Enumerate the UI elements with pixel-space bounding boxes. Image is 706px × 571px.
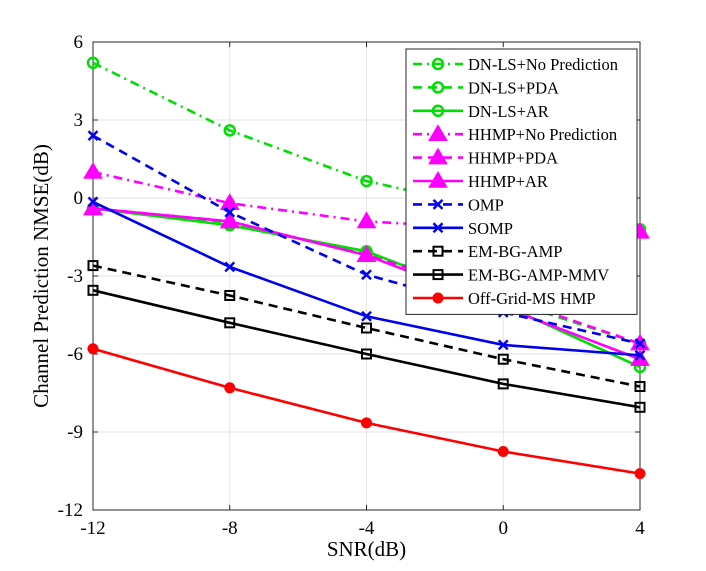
data-point-off-grid-ms-hmp	[224, 382, 236, 394]
series-line-em-bg-amp	[92, 264, 641, 388]
data-point-hhmp-no-prediction	[83, 162, 103, 179]
legend-label-dn-ls-ar: DN-LS+AR	[468, 102, 549, 121]
data-point-hhmp-ar	[83, 198, 103, 216]
legend-marker-off-grid-ms-hmp	[432, 292, 444, 304]
legend-label-hhmp-ar: HHMP+AR	[468, 172, 548, 191]
data-point-omp	[87, 130, 99, 141]
y-tick-label: 6	[74, 32, 84, 53]
x-tick-label: 0	[499, 518, 509, 539]
data-point-hhmp-ar	[630, 349, 650, 366]
data-point-hhmp-ar	[356, 245, 377, 262]
y-tick-label: 0	[74, 188, 84, 209]
y-tick-label: -3	[67, 266, 83, 287]
data-point-somp	[87, 196, 99, 208]
data-point-em-bg-amp-mmv	[497, 378, 509, 390]
series-line-em-bg-amp-mmv	[92, 289, 641, 409]
legend-marker-hhmp-no-prediction	[428, 124, 448, 141]
data-point-omp	[224, 206, 236, 218]
data-point-somp	[497, 339, 509, 351]
data-point-dn-ls-no-prediction	[360, 174, 373, 188]
data-point-em-bg-amp-mmv	[87, 284, 99, 296]
data-point-somp	[361, 310, 372, 322]
data-point-off-grid-ms-hmp	[361, 417, 372, 429]
data-point-hhmp-no-prediction	[219, 193, 240, 210]
data-point-hhmp-ar	[219, 211, 240, 229]
legend-marker-em-bg-amp	[432, 245, 444, 257]
data-point-em-bg-amp	[634, 381, 646, 392]
legend-label-dn-ls-no-prediction: DN-LS+No Prediction	[468, 55, 618, 74]
data-point-em-bg-amp	[497, 353, 509, 365]
y-tick-label: -6	[67, 344, 83, 365]
data-point-em-bg-amp	[361, 322, 372, 334]
data-point-em-bg-amp	[87, 260, 99, 272]
legend-label-em-bg-amp-mmv: EM-BG-AMP-MMV	[468, 266, 609, 285]
x-tick-label: -4	[359, 518, 375, 539]
legend-marker-dn-ls-ar	[431, 104, 445, 118]
data-point-em-bg-amp	[224, 290, 236, 301]
legend-marker-hhmp-ar	[428, 171, 448, 188]
x-tick-label: -8	[222, 518, 238, 539]
legend-marker-dn-ls-no-prediction	[431, 57, 445, 71]
data-point-somp	[224, 261, 236, 273]
legend-label-omp: OMP	[468, 195, 504, 214]
data-point-hhmp-no-prediction	[356, 211, 377, 229]
legend-marker-dn-ls-pda	[431, 81, 445, 94]
legend-label-somp: SOMP	[468, 219, 513, 238]
y-axis-label: Channel Prediction NMSE(dB)	[29, 144, 53, 408]
legend-label-hhmp-pda: HHMP+PDA	[468, 149, 558, 168]
data-point-off-grid-ms-hmp	[634, 468, 646, 480]
data-point-dn-ls-no-prediction	[223, 124, 236, 137]
x-axis-label: SNR(dB)	[327, 537, 406, 561]
data-point-em-bg-amp-mmv	[634, 401, 646, 413]
legend-label-em-bg-amp: EM-BG-AMP	[468, 242, 562, 261]
legend-marker-omp	[432, 199, 444, 210]
x-tick-label: 4	[635, 518, 645, 539]
data-point-em-bg-amp-mmv	[361, 348, 372, 360]
y-tick-label: -9	[67, 422, 83, 443]
legend-marker-em-bg-amp-mmv	[432, 269, 444, 281]
legend-label-dn-ls-pda: DN-LS+PDA	[468, 78, 559, 97]
legend-label-hhmp-no-prediction: HHMP+No Prediction	[468, 125, 617, 144]
data-point-dn-ls-no-prediction	[86, 56, 100, 70]
x-tick-label: -12	[80, 518, 105, 539]
data-point-omp	[634, 338, 646, 349]
data-point-off-grid-ms-hmp	[87, 343, 99, 355]
data-point-omp	[361, 269, 372, 281]
y-tick-label: 3	[74, 110, 84, 131]
data-point-em-bg-amp-mmv	[224, 317, 236, 329]
data-point-off-grid-ms-hmp	[497, 446, 509, 457]
legend-label-off-grid-ms-hmp: Off-Grid-MS HMP	[468, 289, 596, 308]
legend-marker-somp	[432, 222, 444, 234]
y-tick-label: -12	[58, 500, 83, 521]
legend-marker-hhmp-pda	[428, 147, 448, 165]
data-point-somp	[634, 349, 646, 361]
